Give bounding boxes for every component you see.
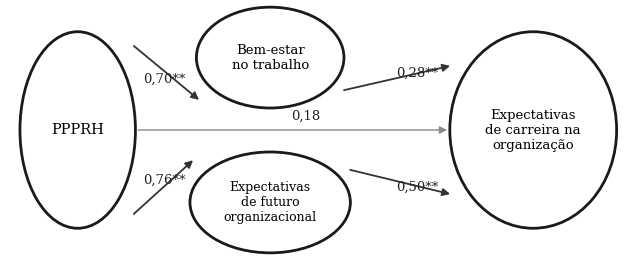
Text: Expectativas
de carreira na
organização: Expectativas de carreira na organização (485, 108, 581, 152)
Text: 0,70**: 0,70** (143, 73, 185, 86)
Ellipse shape (450, 32, 617, 228)
Text: 0,28**: 0,28** (397, 67, 439, 80)
Text: 0,18: 0,18 (291, 109, 320, 122)
Text: 0,76**: 0,76** (143, 174, 186, 187)
Ellipse shape (20, 32, 136, 228)
Text: PPPRH: PPPRH (51, 123, 104, 137)
Text: Bem-estar
no trabalho: Bem-estar no trabalho (231, 44, 309, 72)
Text: 0,50**: 0,50** (397, 180, 439, 193)
Ellipse shape (196, 7, 344, 108)
Ellipse shape (190, 152, 350, 253)
Text: Expectativas
de futuro
organizacional: Expectativas de futuro organizacional (224, 181, 317, 224)
